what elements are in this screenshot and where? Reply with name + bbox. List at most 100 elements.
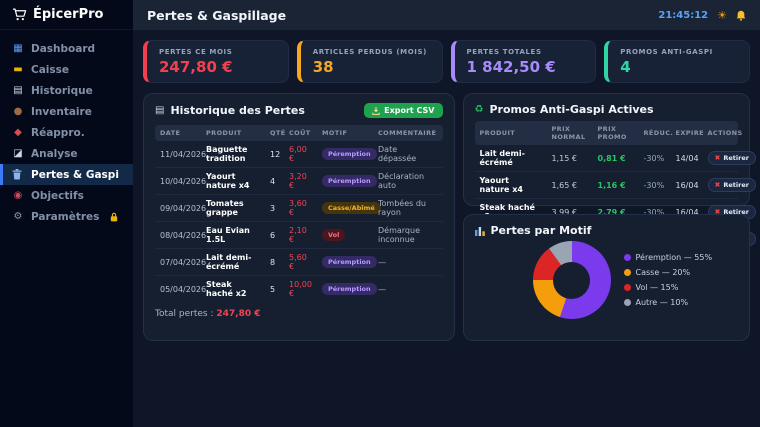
cell-qte: 4 xyxy=(265,167,284,195)
top-bar: Pertes & Gaspillage 21:45:12 ☀ xyxy=(133,0,760,30)
panel-historique-pertes: ▤ Historique des Pertes Export CSV DATE … xyxy=(143,93,455,341)
motif-badge: Casse/Abîmé xyxy=(322,202,381,214)
legend-item: Autre — 10% xyxy=(623,298,713,307)
sidebar-item-parametres[interactable]: ⚙ Paramètres xyxy=(0,206,133,227)
sidebar-item-reappro[interactable]: ◆ Réappro. xyxy=(0,122,133,143)
motif-legend: Péremption — 55% Casse — 20% Vol — 15% xyxy=(623,253,713,307)
col-actions: ACTIONS xyxy=(702,121,742,145)
table-row: 11/04/2026 Baguette tradition 12 6,00 € … xyxy=(155,141,443,168)
total-pertes: Total pertes : 247,80 € xyxy=(155,309,443,319)
cell-commentaire: Déclaration auto xyxy=(373,167,443,195)
sidebar-item-label: Dashboard xyxy=(31,42,96,55)
cell-produit: Lait demi-écrémé xyxy=(474,145,547,172)
kpi-label: PROMOS ANTI-GASPI xyxy=(620,48,713,56)
kpi-promos-anti-gaspi: PROMOS ANTI-GASPI 4 xyxy=(604,40,750,83)
legend-label: Péremption — 55% xyxy=(635,253,713,262)
sun-icon[interactable]: ☀ xyxy=(717,8,727,22)
content: PERTES CE MOIS 247,80 € ARTICLES PERDUS … xyxy=(133,30,760,427)
sidebar-item-historique[interactable]: ▤ Historique xyxy=(0,80,133,101)
legend-dot xyxy=(623,254,631,261)
retirer-label: Retirer xyxy=(723,181,749,189)
col-reduc: RÉDUC. xyxy=(638,121,673,145)
table-row: 10/04/2026 Yaourt nature x4 4 3,20 € Pér… xyxy=(155,167,443,195)
cell-reduc: -30% xyxy=(638,145,671,172)
col-prix-normal: PRIX NORMAL xyxy=(546,121,593,145)
legend-item: Vol — 15% xyxy=(623,283,713,292)
cell-cout: 6,00 € xyxy=(284,141,317,168)
sidebar-item-label: Pertes & Gaspi xyxy=(31,168,119,181)
box-icon: ● xyxy=(13,105,23,117)
receipt-icon: ▤ xyxy=(13,84,23,96)
table-row: 07/04/2026 Lait demi-écrémé 8 5,60 € Pér… xyxy=(155,248,443,276)
cell-prix-promo: 1,16 € xyxy=(592,171,639,199)
panel-title: Pertes par Motif xyxy=(490,224,592,237)
table-row: 08/04/2026 Eau Evian 1.5L 6 2,10 € Vol D… xyxy=(155,221,443,249)
sidebar: ÉpicerPro ▦ Dashboard ▬ Caisse ▤ Histori… xyxy=(0,0,133,427)
cell-commentaire: Tombées du rayon xyxy=(373,194,443,222)
cell-qte: 12 xyxy=(265,141,284,168)
promos-header-row: PRODUIT PRIX NORMAL PRIX PROMO RÉDUC. EX… xyxy=(474,121,742,145)
col-qte: QTÉ xyxy=(265,125,285,141)
cell-cout: 3,60 € xyxy=(284,194,317,222)
cell-date: 08/04/2026 xyxy=(155,221,206,249)
motif-badge: Péremption xyxy=(322,283,377,295)
cell-cout: 3,20 € xyxy=(284,167,317,195)
legend-dot xyxy=(623,284,631,291)
kpi-value: 247,80 € xyxy=(159,58,233,76)
cell-produit: Yaourt nature x4 xyxy=(201,167,265,195)
total-value: 247,80 € xyxy=(216,309,261,319)
truck-icon: ◆ xyxy=(14,126,22,138)
trash-icon xyxy=(12,169,24,180)
chart-icon: ◪ xyxy=(13,147,23,159)
panel-pertes-par-motif: Pertes par Motif Péremption — 55% Casse … xyxy=(462,214,750,341)
kpi-row: PERTES CE MOIS 247,80 € ARTICLES PERDUS … xyxy=(143,40,750,83)
app-name: ÉpicerPro xyxy=(33,7,104,22)
target-icon: ◉ xyxy=(13,189,23,201)
col-commentaire: COMMENTAIRE xyxy=(373,125,443,141)
lock-icon xyxy=(110,212,118,222)
sidebar-nav: ▦ Dashboard ▬ Caisse ▤ Historique ● Inve… xyxy=(0,38,133,227)
historique-header-row: DATE PRODUIT QTÉ COÛT MOTIF COMMENTAIRE xyxy=(155,125,443,141)
motif-badge: Péremption xyxy=(322,175,377,187)
cell-commentaire: Date dépassée xyxy=(373,141,443,168)
table-row: 09/04/2026 Tomates grappe 3 3,60 € Casse… xyxy=(155,194,443,222)
bar-chart-icon: ▦ xyxy=(13,42,23,54)
cell-date: 07/04/2026 xyxy=(155,248,206,276)
export-csv-label: Export CSV xyxy=(384,106,435,115)
receipt-icon: ▤ xyxy=(155,104,165,116)
historique-table: DATE PRODUIT QTÉ COÛT MOTIF COMMENTAIRE … xyxy=(155,125,443,302)
panel-promos-anti-gaspi: ♻ Promos Anti-Gaspi Actives PRODUIT PRIX… xyxy=(462,93,756,248)
kpi-value: 4 xyxy=(620,58,631,76)
sidebar-item-pertes-gaspi[interactable]: Pertes & Gaspi xyxy=(0,164,133,185)
retirer-button[interactable]: ✖Retirer xyxy=(707,178,756,192)
sidebar-item-inventaire[interactable]: ● Inventaire xyxy=(0,101,133,122)
cell-commentaire: Démarque inconnue xyxy=(373,221,443,249)
sidebar-item-analyse[interactable]: ◪ Analyse xyxy=(0,143,133,164)
retirer-button[interactable]: ✖Retirer xyxy=(707,151,756,165)
retirer-label: Retirer xyxy=(723,154,749,162)
leaf-icon: ♻ xyxy=(474,103,484,115)
sidebar-item-label: Historique xyxy=(31,84,93,97)
sidebar-item-label: Paramètres xyxy=(31,210,100,223)
panel-title: Promos Anti-Gaspi Actives xyxy=(489,103,654,116)
col-cout: COÛT xyxy=(284,125,317,141)
kpi-label: PERTES TOTALES xyxy=(466,48,542,56)
col-produit: PRODUIT xyxy=(201,125,265,141)
col-expire: EXPIRE xyxy=(670,121,704,145)
sidebar-item-dashboard[interactable]: ▦ Dashboard xyxy=(0,38,133,59)
sidebar-item-objectifs[interactable]: ◉ Objectifs xyxy=(0,185,133,206)
col-motif: MOTIF xyxy=(317,125,373,141)
cash-icon: ▬ xyxy=(13,63,23,75)
kpi-articles-perdus: ARTICLES PERDUS (MOIS) 38 xyxy=(296,40,443,83)
cell-expire: 14/04 xyxy=(670,145,703,172)
legend-dot xyxy=(623,269,631,276)
export-csv-button[interactable]: Export CSV xyxy=(364,103,443,118)
cell-commentaire: — xyxy=(373,248,443,276)
motif-badge: Vol xyxy=(322,229,346,241)
sidebar-item-caisse[interactable]: ▬ Caisse xyxy=(0,59,133,80)
bell-icon[interactable] xyxy=(736,10,746,21)
cell-commentaire: — xyxy=(378,284,386,294)
close-icon: ✖ xyxy=(714,180,721,189)
cell-produit: Tomates grappe xyxy=(201,194,265,222)
close-icon: ✖ xyxy=(714,207,721,216)
